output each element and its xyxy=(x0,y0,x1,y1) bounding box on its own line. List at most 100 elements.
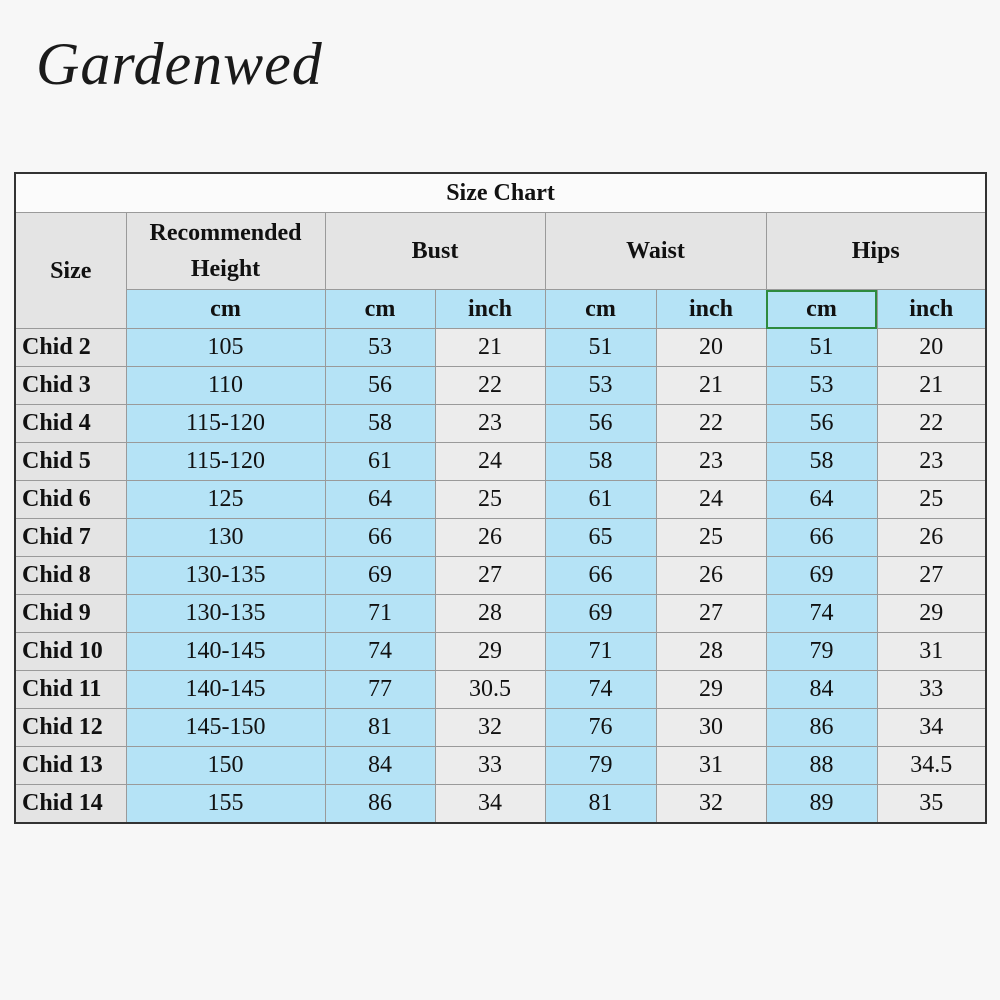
size-value: 28 xyxy=(434,594,546,633)
size-value: 26 xyxy=(434,518,546,557)
size-value: 33 xyxy=(434,746,546,785)
size-value: 51 xyxy=(544,328,657,367)
size-label: Chid 2 xyxy=(14,328,127,367)
column-header: Recommended Height xyxy=(125,212,326,290)
size-value: 58 xyxy=(765,442,878,481)
size-value: 71 xyxy=(544,632,657,671)
size-label: Chid 5 xyxy=(14,442,127,481)
size-label: Chid 11 xyxy=(14,670,127,709)
size-value: 27 xyxy=(655,594,767,633)
size-value: 23 xyxy=(876,442,987,481)
size-value: 86 xyxy=(765,708,878,747)
size-value: 25 xyxy=(655,518,767,557)
size-value: 33 xyxy=(876,670,987,709)
size-value: 130-135 xyxy=(125,556,326,595)
size-value: 66 xyxy=(544,556,657,595)
size-value: 125 xyxy=(125,480,326,519)
column-header: Size xyxy=(14,212,127,329)
size-value: 61 xyxy=(324,442,436,481)
size-chart: Size Chart Size Recommended Height Bust Wais… xyxy=(14,172,988,824)
size-value: 53 xyxy=(324,328,436,367)
size-label: Chid 8 xyxy=(14,556,127,595)
size-value: 21 xyxy=(876,366,987,405)
size-value: 53 xyxy=(765,366,878,405)
size-value: 69 xyxy=(765,556,878,595)
size-value: 150 xyxy=(125,746,326,785)
column-header: Bust xyxy=(324,212,546,290)
size-value: 81 xyxy=(544,784,657,824)
data-row: Chid 6 125 64 25 61 24 64 25 xyxy=(14,480,987,519)
size-value: 61 xyxy=(544,480,657,519)
size-value: 56 xyxy=(324,366,436,405)
data-row: Chid 9 130-135 71 28 69 27 74 29 xyxy=(14,594,987,633)
size-value: 64 xyxy=(324,480,436,519)
size-value: 69 xyxy=(544,594,657,633)
size-value: 24 xyxy=(434,442,546,481)
size-value: 71 xyxy=(324,594,436,633)
size-value: 22 xyxy=(876,404,987,443)
unit-header: cm xyxy=(324,289,436,329)
title-row: Size Chart xyxy=(14,172,987,213)
size-value: 35 xyxy=(876,784,987,824)
size-label: Chid 6 xyxy=(14,480,127,519)
table-body: Size Chart Size Recommended Height Bust Wais… xyxy=(14,172,987,824)
size-label: Chid 9 xyxy=(14,594,127,633)
data-row: Chid 10 140-145 74 29 71 28 79 31 xyxy=(14,632,987,671)
size-value: 140-145 xyxy=(125,632,326,671)
data-row: Chid 2 105 53 21 51 20 51 20 xyxy=(14,328,987,367)
size-value: 76 xyxy=(544,708,657,747)
size-value: 26 xyxy=(876,518,987,557)
size-value: 23 xyxy=(655,442,767,481)
size-value: 31 xyxy=(876,632,987,671)
size-value: 58 xyxy=(544,442,657,481)
size-label: Chid 14 xyxy=(14,784,127,824)
size-value: 74 xyxy=(765,594,878,633)
size-value: 32 xyxy=(655,784,767,824)
data-row: Chid 5 115-120 61 24 58 23 58 23 xyxy=(14,442,987,481)
size-value: 29 xyxy=(655,670,767,709)
size-value: 130-135 xyxy=(125,594,326,633)
size-value: 110 xyxy=(125,366,326,405)
size-label: Chid 12 xyxy=(14,708,127,747)
size-value: 66 xyxy=(324,518,436,557)
size-value: 81 xyxy=(324,708,436,747)
size-value: 22 xyxy=(655,404,767,443)
size-value: 34.5 xyxy=(876,746,987,785)
size-value: 21 xyxy=(655,366,767,405)
size-value: 105 xyxy=(125,328,326,367)
size-label: Chid 3 xyxy=(14,366,127,405)
size-value: 77 xyxy=(324,670,436,709)
unit-row: cm cm inch cm inch cm inch xyxy=(15,289,987,329)
size-value: 155 xyxy=(125,784,326,824)
size-value: 34 xyxy=(434,784,546,824)
size-value: 66 xyxy=(765,518,878,557)
size-value: 20 xyxy=(876,328,987,367)
data-row: Chid 7 130 66 26 65 25 66 26 xyxy=(14,518,987,557)
size-value: 22 xyxy=(434,366,546,405)
size-value: 56 xyxy=(765,404,878,443)
size-label: Chid 7 xyxy=(14,518,127,557)
size-value: 27 xyxy=(876,556,987,595)
size-value: 30.5 xyxy=(434,670,546,709)
size-label: Chid 4 xyxy=(14,404,127,443)
size-value: 24 xyxy=(655,480,767,519)
unit-header: inch xyxy=(655,289,767,329)
size-value: 79 xyxy=(765,632,878,671)
size-value: 115-120 xyxy=(125,404,326,443)
column-header: Hips xyxy=(765,212,987,290)
size-label: Chid 13 xyxy=(14,746,127,785)
size-value: 34 xyxy=(876,708,987,747)
brand-logo: Gardenwed xyxy=(36,31,323,97)
size-value: 56 xyxy=(544,404,657,443)
size-value: 79 xyxy=(544,746,657,785)
data-row: Chid 4 115-120 58 23 56 22 56 22 xyxy=(14,404,987,443)
size-value: 65 xyxy=(544,518,657,557)
table-title: Size Chart xyxy=(14,172,987,213)
size-value: 27 xyxy=(434,556,546,595)
size-value: 29 xyxy=(876,594,987,633)
data-row: Chid 13 150 84 33 79 31 88 34.5 xyxy=(14,746,987,785)
unit-header: cm xyxy=(544,289,657,329)
size-label: Chid 10 xyxy=(14,632,127,671)
header-row: Size Recommended Height Bust Waist Hips xyxy=(14,212,987,329)
data-row: Chid 12 145-150 81 32 76 30 86 34 xyxy=(14,708,987,747)
